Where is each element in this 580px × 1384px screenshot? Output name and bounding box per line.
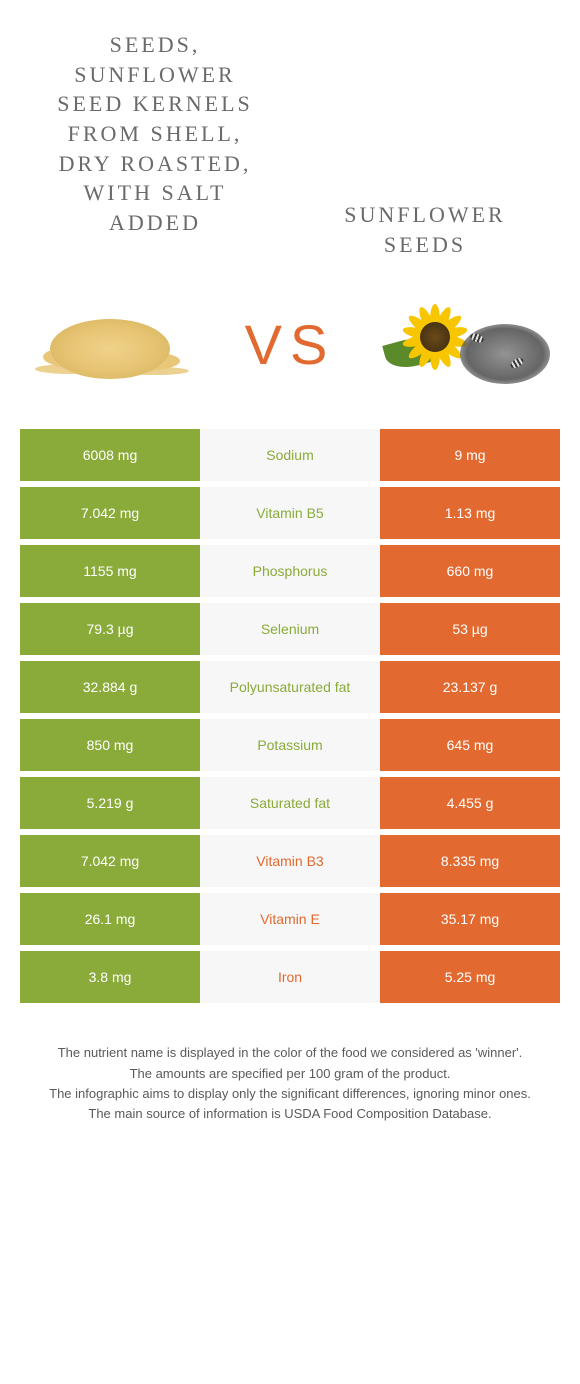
table-row: 5.219 gSaturated fat4.455 g	[20, 777, 560, 829]
title-right: SUNFLOWER SEEDS	[325, 30, 525, 259]
table-row: 7.042 mgVitamin B51.13 mg	[20, 487, 560, 539]
value-left: 1155 mg	[20, 545, 200, 597]
value-right: 23.137 g	[380, 661, 560, 713]
note-line: The nutrient name is displayed in the co…	[20, 1043, 560, 1063]
value-right: 1.13 mg	[380, 487, 560, 539]
nutrient-name: Saturated fat	[200, 777, 380, 829]
table-row: 26.1 mgVitamin E35.17 mg	[20, 893, 560, 945]
table-row: 79.3 µgSelenium53 µg	[20, 603, 560, 655]
nutrient-table: 6008 mgSodium9 mg7.042 mgVitamin B51.13 …	[20, 429, 560, 1003]
value-left: 850 mg	[20, 719, 200, 771]
value-left: 7.042 mg	[20, 835, 200, 887]
value-right: 660 mg	[380, 545, 560, 597]
nutrient-name: Polyunsaturated fat	[200, 661, 380, 713]
value-right: 35.17 mg	[380, 893, 560, 945]
value-left: 79.3 µg	[20, 603, 200, 655]
value-left: 7.042 mg	[20, 487, 200, 539]
value-left: 3.8 mg	[20, 951, 200, 1003]
nutrient-name: Sodium	[200, 429, 380, 481]
nutrient-name: Selenium	[200, 603, 380, 655]
table-row: 850 mgPotassium645 mg	[20, 719, 560, 771]
vs-row: VS	[0, 269, 580, 429]
note-line: The main source of information is USDA F…	[20, 1104, 560, 1124]
food-image-left	[25, 289, 195, 399]
value-right: 4.455 g	[380, 777, 560, 829]
sunflower-icon	[385, 294, 555, 394]
table-row: 3.8 mgIron5.25 mg	[20, 951, 560, 1003]
value-left: 6008 mg	[20, 429, 200, 481]
nutrient-name: Vitamin B3	[200, 835, 380, 887]
title-left: SEEDS, SUNFLOWER SEED KERNELS FROM SHELL…	[55, 30, 255, 238]
table-row: 1155 mgPhosphorus660 mg	[20, 545, 560, 597]
vs-label: VS	[245, 312, 336, 377]
seed-kernels-icon	[30, 299, 190, 389]
value-left: 5.219 g	[20, 777, 200, 829]
note-line: The infographic aims to display only the…	[20, 1084, 560, 1104]
note-line: The amounts are specified per 100 gram o…	[20, 1064, 560, 1084]
value-right: 9 mg	[380, 429, 560, 481]
value-right: 645 mg	[380, 719, 560, 771]
footer-notes: The nutrient name is displayed in the co…	[20, 1043, 560, 1154]
value-right: 8.335 mg	[380, 835, 560, 887]
nutrient-name: Vitamin E	[200, 893, 380, 945]
header: SEEDS, SUNFLOWER SEED KERNELS FROM SHELL…	[0, 0, 580, 269]
nutrient-name: Vitamin B5	[200, 487, 380, 539]
value-left: 26.1 mg	[20, 893, 200, 945]
value-left: 32.884 g	[20, 661, 200, 713]
value-right: 53 µg	[380, 603, 560, 655]
table-row: 7.042 mgVitamin B38.335 mg	[20, 835, 560, 887]
food-image-right	[385, 289, 555, 399]
nutrient-name: Potassium	[200, 719, 380, 771]
nutrient-name: Iron	[200, 951, 380, 1003]
nutrient-name: Phosphorus	[200, 545, 380, 597]
value-right: 5.25 mg	[380, 951, 560, 1003]
table-row: 6008 mgSodium9 mg	[20, 429, 560, 481]
table-row: 32.884 gPolyunsaturated fat23.137 g	[20, 661, 560, 713]
